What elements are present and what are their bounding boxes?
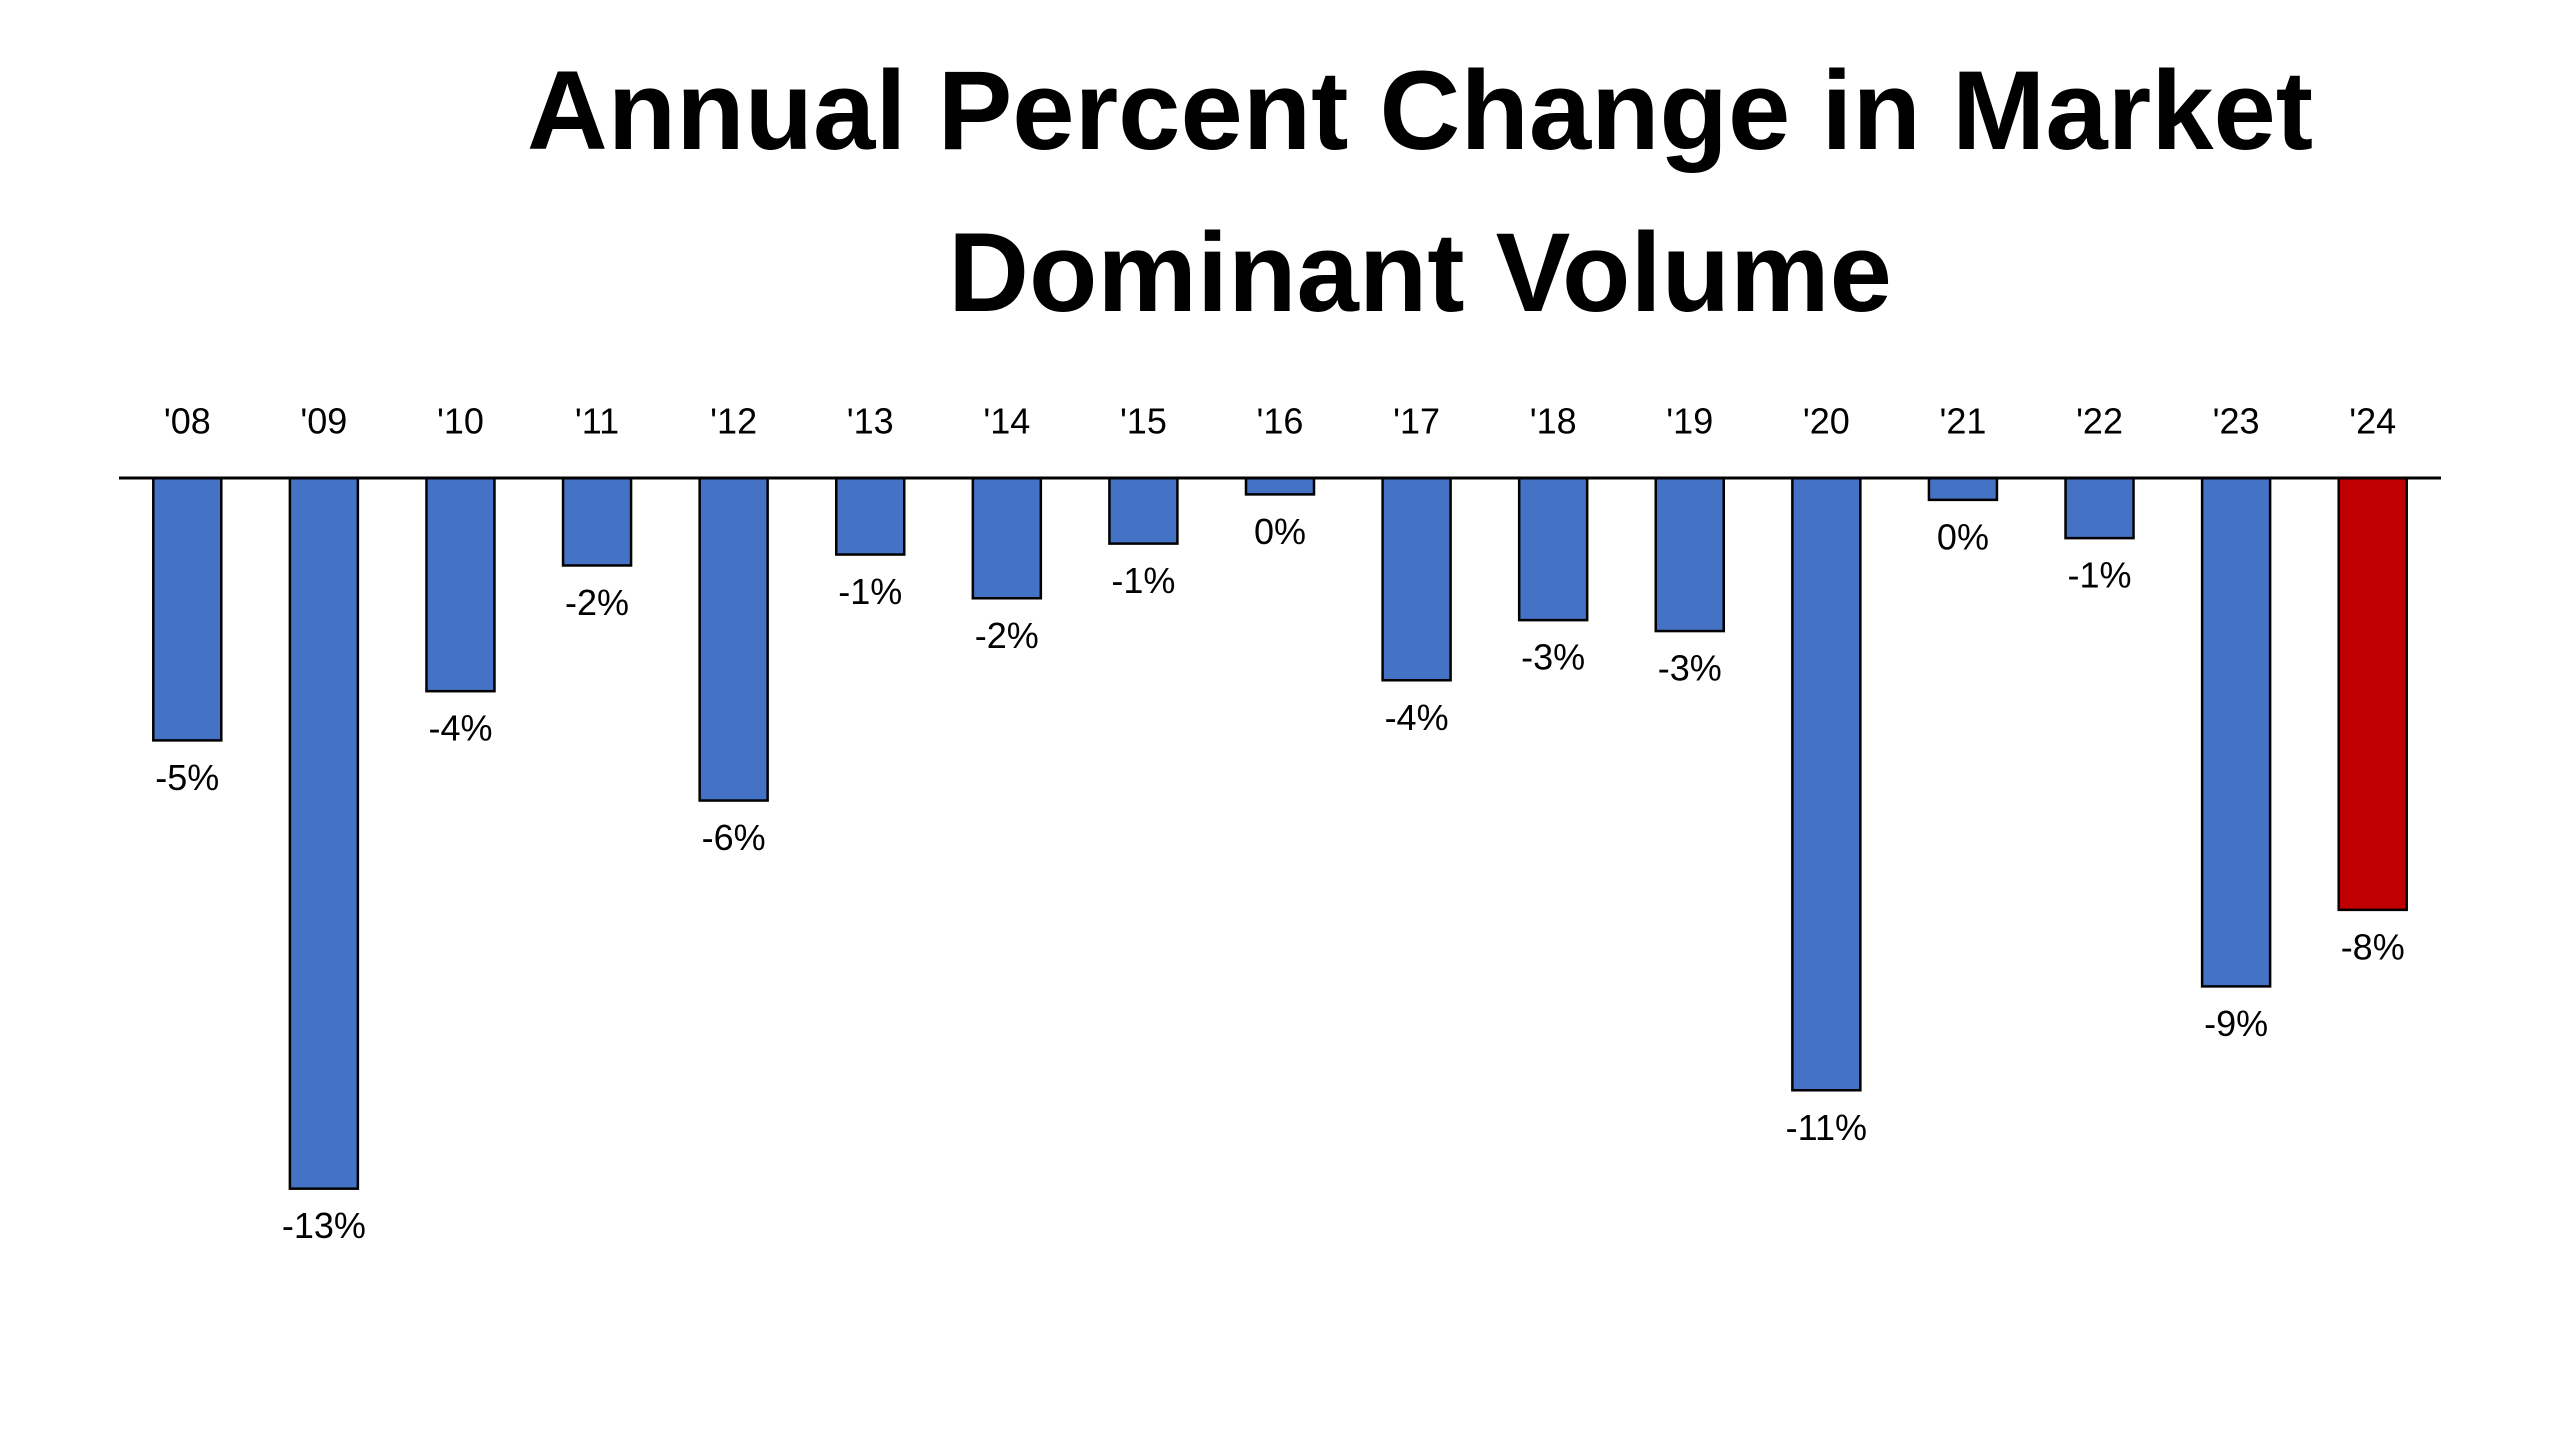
data-label: -5% [155,757,219,798]
bar [1244,476,1316,496]
x-tick-label: '19 [1666,401,1713,442]
bar [2337,476,2408,912]
bar [1791,476,1862,1092]
data-label: -1% [2068,555,2132,596]
bar [1108,476,1179,545]
chart-title: Annual Percent Change in Market Dominant… [526,48,2314,335]
bar [2064,476,2135,540]
x-tick-label: '22 [2076,401,2123,442]
x-tick-label: '16 [1257,401,1304,442]
x-tick-label: '13 [847,401,894,442]
x-tick-label: '12 [710,401,757,442]
data-label: -13% [282,1205,366,1246]
x-tick-label: '18 [1530,401,1577,442]
x-tick-label: '15 [1120,401,1167,442]
x-tick-label: '09 [300,401,347,442]
bar [561,476,633,567]
x-tick-label: '11 [575,401,619,442]
bar [425,476,496,693]
data-label: -2% [565,582,629,623]
bar [1517,476,1589,622]
bar [152,476,223,742]
data-label: -6% [702,817,766,858]
bar [834,476,906,556]
data-label: -2% [975,615,1039,656]
x-tick-label: '20 [1803,401,1850,442]
bar [971,476,1043,600]
bar [1927,476,1999,502]
data-label: -8% [2341,926,2405,967]
data-label: -1% [838,571,902,612]
x-tick-label: '17 [1393,401,1440,442]
x-tick-label: '23 [2213,401,2260,442]
bar [1654,476,1726,633]
data-label: -9% [2204,1003,2268,1044]
data-label: -1% [1111,560,1175,601]
data-label: -3% [1658,648,1722,689]
data-label: -11% [1786,1107,1867,1148]
bar [288,476,360,1190]
x-tick-label: '10 [437,401,484,442]
data-label: -4% [1385,697,1449,738]
data-label: -3% [1521,637,1585,678]
bar [698,476,769,802]
x-tick-label: '21 [1939,401,1986,442]
x-tick-label: '24 [2349,401,2396,442]
x-tick-label: '14 [983,401,1030,442]
bar [2200,476,2272,988]
data-label: -4% [428,708,492,749]
data-label: 0% [1937,516,1989,557]
x-tick-label: '08 [164,401,211,442]
bar [1381,476,1452,682]
data-label: 0% [1254,511,1306,552]
